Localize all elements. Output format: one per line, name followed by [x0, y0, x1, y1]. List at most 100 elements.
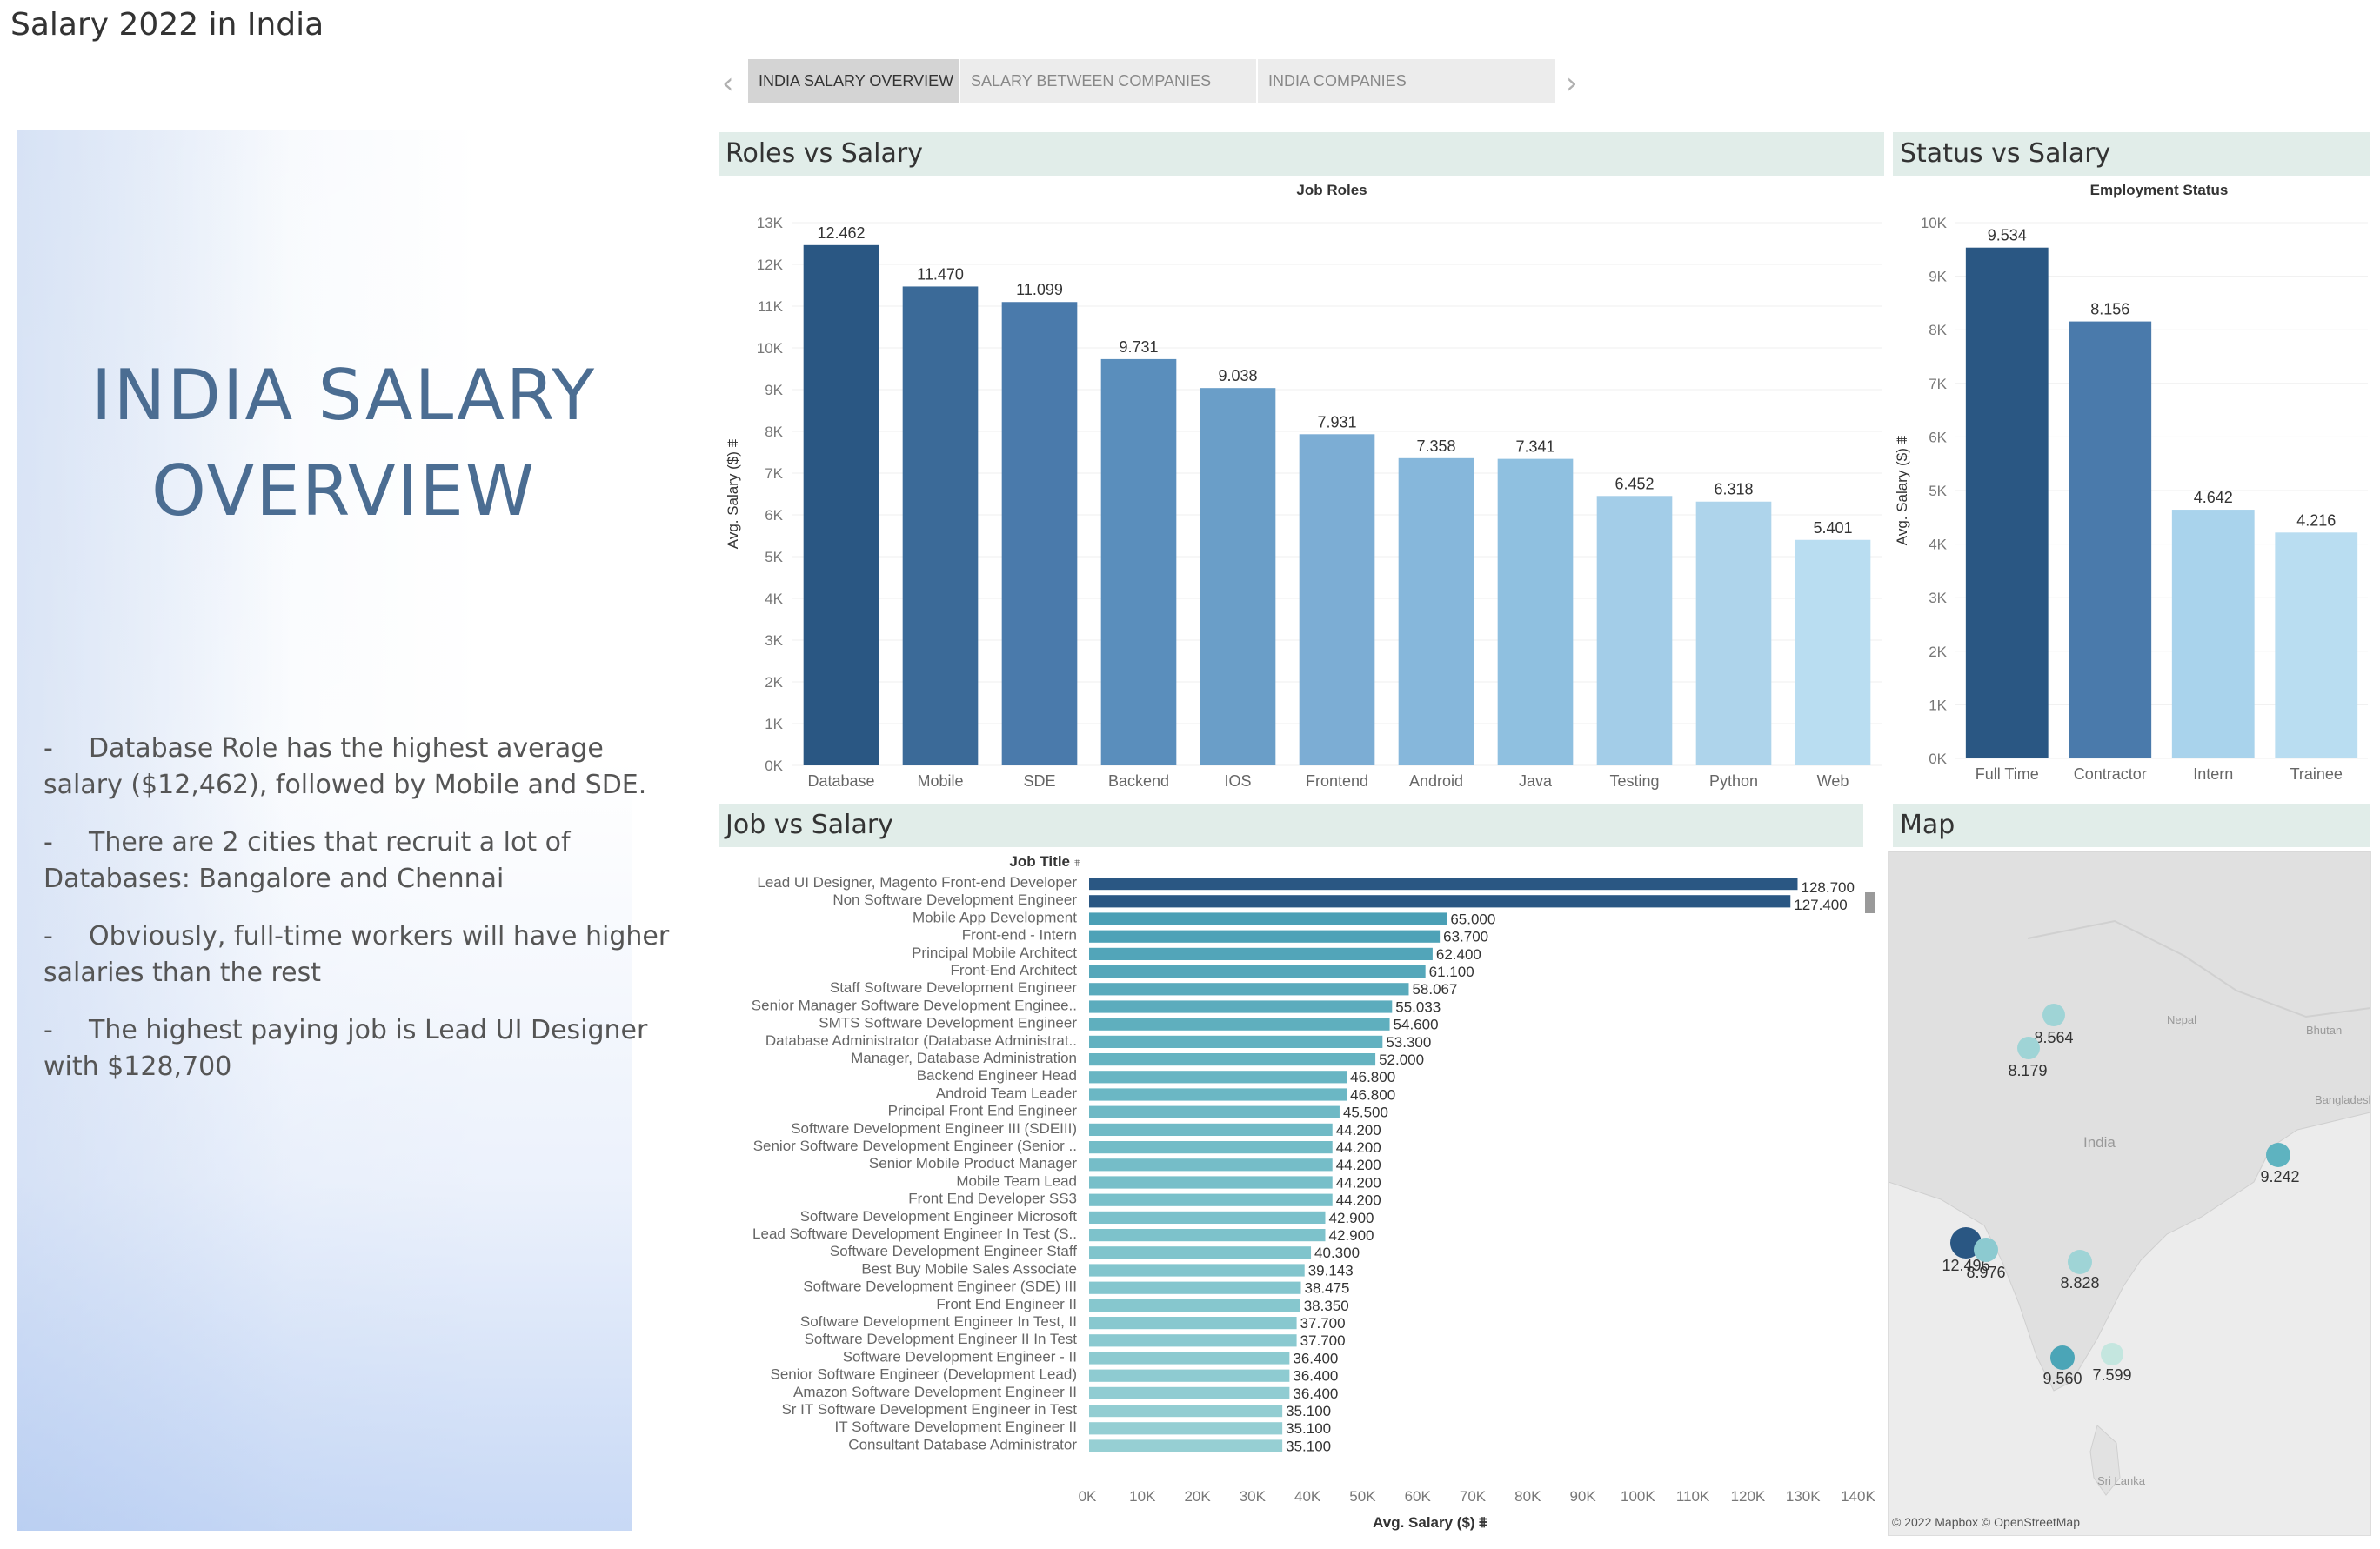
bar-frontend[interactable]	[1299, 434, 1375, 765]
y-tick-label: 3K	[765, 632, 783, 649]
x-tick-label: Android	[1409, 772, 1463, 790]
x-tick-label: Python	[1709, 772, 1758, 790]
bar-intern[interactable]	[2171, 510, 2255, 758]
job-bar-value-label: 53.300	[1386, 1034, 1431, 1051]
job-bar-value-label: 62.400	[1436, 946, 1481, 963]
bar-trainee[interactable]	[2275, 532, 2358, 758]
job-bar[interactable]	[1089, 1264, 1305, 1277]
job-bar-value-label: 52.000	[1379, 1052, 1424, 1068]
bar-backend[interactable]	[1100, 358, 1177, 765]
job-bar[interactable]	[1089, 1105, 1340, 1118]
job-bar[interactable]	[1089, 1386, 1290, 1399]
bar-mobile[interactable]	[902, 286, 979, 765]
bar-database[interactable]	[803, 244, 879, 766]
y-tick-label: 2K	[1929, 644, 1947, 660]
job-bar[interactable]	[1089, 1000, 1393, 1013]
insights-list: - Database Role has the highest average s…	[43, 731, 679, 1106]
x-tick-label: 60K	[1405, 1488, 1432, 1505]
job-bar[interactable]	[1089, 1422, 1283, 1435]
bar-testing[interactable]	[1596, 496, 1673, 765]
x-tick-label: 90K	[1569, 1488, 1596, 1505]
job-bar[interactable]	[1089, 1281, 1301, 1294]
map-city-marker[interactable]	[2017, 1037, 2040, 1059]
bar-value-label: 6.318	[1714, 481, 1753, 498]
job-bar-value-label: 39.143	[1308, 1262, 1354, 1279]
job-bar[interactable]	[1089, 1071, 1347, 1084]
x-tick-label: 130K	[1786, 1488, 1821, 1505]
job-bar[interactable]	[1089, 1317, 1297, 1330]
insight-item: - Obviously, full-time workers will have …	[43, 921, 670, 988]
job-bar[interactable]	[1089, 983, 1409, 996]
job-bar[interactable]	[1089, 1475, 1278, 1487]
job-bar[interactable]	[1089, 1193, 1333, 1206]
map-city-value-label: 8.564	[2034, 1029, 2073, 1046]
job-bar[interactable]	[1089, 1088, 1347, 1101]
job-bar[interactable]	[1089, 1299, 1300, 1312]
job-bar[interactable]	[1089, 1369, 1290, 1382]
job-bar[interactable]	[1089, 895, 1791, 908]
tab-india-companies[interactable]: INDIA COMPANIES	[1258, 59, 1557, 103]
job-bar[interactable]	[1089, 1458, 1279, 1470]
job-bar[interactable]	[1089, 1229, 1326, 1242]
map-city-value-label: 8.976	[1966, 1264, 2005, 1281]
job-bar[interactable]	[1089, 1018, 1390, 1031]
map-city-marker[interactable]	[2266, 1143, 2290, 1167]
job-bar[interactable]	[1089, 1123, 1333, 1136]
chevron-right-icon[interactable]: ›	[1566, 66, 1578, 101]
sort-icon[interactable]: ⩨	[1074, 857, 1080, 869]
x-tick-label: 10K	[1129, 1488, 1156, 1505]
bar-value-label: 6.452	[1615, 475, 1654, 492]
bar-full-time[interactable]	[1965, 247, 2049, 759]
job-title-label: Mobile App Development	[913, 909, 1077, 925]
bar-sde[interactable]	[1001, 302, 1078, 765]
chart-title: Job Title	[1009, 853, 1070, 870]
tab-salary-between-companies[interactable]: SALARY BETWEEN COMPANIES	[960, 59, 1258, 103]
map-city-marker[interactable]	[2068, 1250, 2092, 1274]
india-map[interactable]: India Nepal Bhutan Bangladesh Sri Lanka 8.564…	[1888, 851, 2371, 1536]
map-city-marker[interactable]	[1950, 1227, 1982, 1259]
map-city-value-label: 8.828	[2060, 1274, 2099, 1292]
map-city-marker[interactable]	[2050, 1345, 2075, 1370]
job-bar[interactable]	[1089, 947, 1433, 960]
job-bar[interactable]	[1089, 1176, 1333, 1189]
job-bar[interactable]	[1089, 1405, 1283, 1418]
bar-contractor[interactable]	[2069, 321, 2152, 758]
map-city-marker[interactable]	[2101, 1343, 2123, 1365]
job-bar[interactable]	[1089, 1246, 1312, 1259]
job-bar[interactable]	[1089, 1053, 1376, 1066]
job-bar-value-label: 58.067	[1412, 981, 1457, 998]
scrollbar-thumb[interactable]	[1865, 892, 1875, 913]
job-bar[interactable]	[1089, 930, 1441, 943]
job-bar[interactable]	[1089, 878, 1798, 891]
chart-title: Job Roles	[1296, 182, 1367, 198]
job-bar[interactable]	[1089, 1439, 1283, 1452]
map-city-marker[interactable]	[2042, 1004, 2065, 1026]
status-bar-chart: Employment Status 0K 1K 2K 3K 4K 5K 6K 7K 8K 9K 10K…	[1894, 182, 2368, 783]
bar-ios[interactable]	[1200, 388, 1276, 765]
x-tick-label: SDE	[1023, 772, 1055, 790]
y-tick-label: 1K	[765, 716, 783, 732]
map-city-marker[interactable]	[1974, 1238, 1998, 1262]
bar-android[interactable]	[1398, 457, 1474, 765]
chevron-left-icon[interactable]: ‹	[722, 66, 734, 101]
y-tick-label: 12K	[757, 257, 784, 273]
bar-value-label: 9.731	[1119, 338, 1158, 356]
y-tick-label: 6K	[1929, 429, 1947, 445]
bar-web[interactable]	[1795, 539, 1871, 765]
bar-python[interactable]	[1695, 501, 1772, 765]
tab-india-salary-overview[interactable]: INDIA SALARY OVERVIEW	[748, 59, 960, 103]
sri-lanka-landmass	[2089, 1425, 2121, 1496]
y-axis-label: Avg. Salary ($) ⩨	[1894, 435, 1910, 545]
job-bar[interactable]	[1089, 1352, 1290, 1365]
x-tick-label: Full Time	[1976, 765, 2039, 783]
job-bar[interactable]	[1089, 1158, 1333, 1172]
bar-java[interactable]	[1497, 458, 1574, 765]
job-bar[interactable]	[1089, 1035, 1383, 1048]
x-tick-label: 100K	[1621, 1488, 1655, 1505]
job-bar[interactable]	[1089, 1141, 1333, 1154]
job-bar[interactable]	[1089, 1334, 1297, 1347]
job-bar[interactable]	[1089, 965, 1426, 978]
map-canvas[interactable]: India Nepal Bhutan Bangladesh Sri Lanka 8.564…	[1889, 851, 2370, 1535]
job-bar[interactable]	[1089, 1211, 1326, 1224]
job-bar[interactable]	[1089, 912, 1447, 925]
